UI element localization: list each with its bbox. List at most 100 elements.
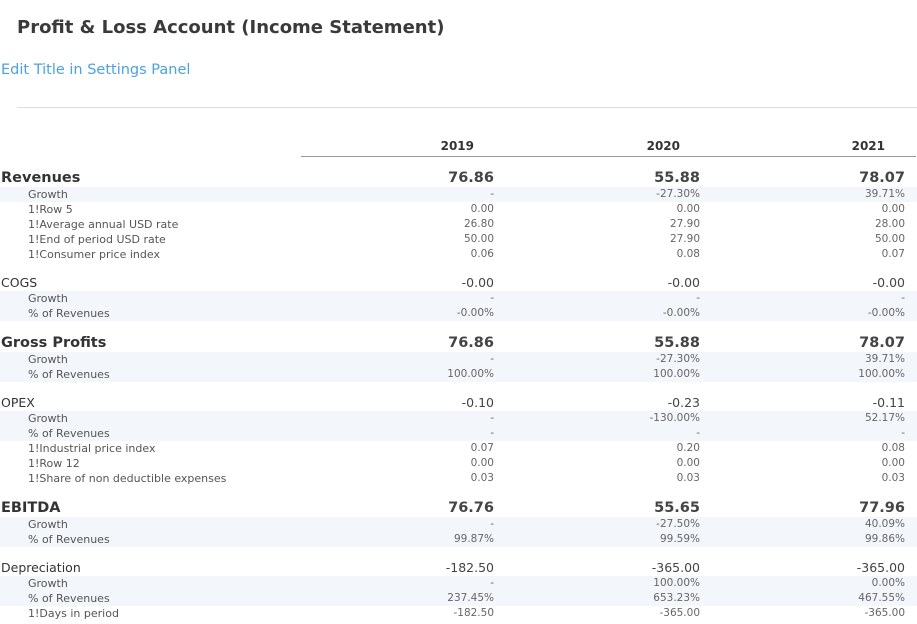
value-cell-2019: 0.03: [470, 472, 494, 484]
subrow-label: % of Revenues: [28, 368, 110, 381]
divider: [17, 107, 917, 108]
subrow-label: Growth: [28, 577, 68, 590]
table-section-row: COGS -0.00 -0.00 -0.00: [0, 275, 917, 291]
value-cell-2019: -182.50: [445, 560, 494, 575]
value-cell-2020: 0.00: [676, 203, 700, 215]
value-cell-2019: 100.00%: [447, 368, 494, 380]
table-subrow: 1!Row 5 0.00 0.00 0.00: [0, 202, 917, 217]
value-cell-2020: -0.00: [667, 275, 700, 290]
value-cell-2019: 99.87%: [453, 533, 494, 545]
value-cell-2021: 467.55%: [858, 592, 905, 604]
value-cell-2020: 653.23%: [653, 592, 700, 604]
value-cell-2020: -0.00%: [662, 307, 700, 319]
subrow-label: 1!Row 12: [28, 457, 80, 470]
section-label: Gross Profits: [1, 335, 107, 351]
table-subrow: % of Revenues 99.87% 99.59% 99.86%: [0, 532, 917, 547]
column-header-2019: 2019: [440, 139, 474, 153]
column-header-2020: 2020: [646, 139, 680, 153]
value-cell-2021: 100.00%: [858, 368, 905, 380]
table-subrow: 1!End of period USD rate 50.00 27.90 50.00: [0, 232, 917, 247]
subrow-label: % of Revenues: [28, 427, 110, 440]
value-cell-2019: 237.45%: [447, 592, 494, 604]
value-cell-2020: 55.88: [654, 335, 700, 351]
value-cell-2019: -: [490, 292, 494, 304]
value-cell-2021: 99.86%: [864, 533, 905, 545]
subrow-label: 1!Share of non deductible expenses: [28, 472, 227, 485]
value-cell-2021: 78.07: [859, 335, 905, 351]
section-label: Depreciation: [1, 560, 81, 575]
value-cell-2021: -: [901, 292, 905, 304]
value-cell-2019: -: [490, 427, 494, 439]
value-cell-2021: 0.07: [881, 248, 905, 260]
subrow-label: Growth: [28, 353, 68, 366]
table-subrow: 1!Days in period -182.50 -365.00 -365.00: [0, 606, 917, 621]
value-cell-2019: 76.86: [448, 170, 494, 186]
subrow-label: 1!Industrial price index: [28, 442, 156, 455]
value-cell-2021: 77.96: [859, 500, 905, 516]
value-cell-2021: 39.71%: [864, 188, 905, 200]
value-cell-2019: -: [490, 577, 494, 589]
value-cell-2021: 0.00%: [871, 577, 905, 589]
table-subrow: % of Revenues 100.00% 100.00% 100.00%: [0, 367, 917, 382]
value-cell-2020: -365.00: [651, 560, 700, 575]
value-cell-2021: 40.09%: [864, 518, 905, 530]
subrow-label: % of Revenues: [28, 307, 110, 320]
value-cell-2020: -130.00%: [649, 412, 700, 424]
value-cell-2021: -365.00: [856, 560, 905, 575]
value-cell-2020: 27.90: [669, 218, 700, 230]
value-cell-2021: 0.03: [881, 472, 905, 484]
subrow-label: Growth: [28, 412, 68, 425]
value-cell-2019: -0.00%: [456, 307, 494, 319]
header-divider: [301, 156, 916, 157]
value-cell-2021: 28.00: [874, 218, 905, 230]
table-subrow: Growth - -27.30% 39.71%: [0, 352, 917, 367]
table-subrow: 1!Row 12 0.00 0.00 0.00: [0, 456, 917, 471]
value-cell-2019: -: [490, 353, 494, 365]
table-subrow: Growth - -27.30% 39.71%: [0, 187, 917, 202]
table-subrow: Growth - -27.50% 40.09%: [0, 517, 917, 532]
section-label: EBITDA: [1, 500, 61, 516]
subrow-label: % of Revenues: [28, 533, 110, 546]
table-section-row: EBITDA 76.76 55.65 77.96: [0, 500, 917, 517]
value-cell-2020: 27.90: [669, 233, 700, 245]
value-cell-2021: 39.71%: [864, 353, 905, 365]
table-subrow: 1!Industrial price index 0.07 0.20 0.08: [0, 441, 917, 456]
value-cell-2019: 0.07: [470, 442, 494, 454]
table-subrow: 1!Consumer price index 0.06 0.08 0.07: [0, 247, 917, 262]
value-cell-2020: 0.20: [676, 442, 700, 454]
subrow-label: Growth: [28, 188, 68, 201]
page-title: Profit & Loss Account (Income Statement): [17, 17, 445, 38]
table-section-row: Revenues 76.86 55.88 78.07: [0, 170, 917, 187]
value-cell-2020: 55.88: [654, 170, 700, 186]
value-cell-2020: 100.00%: [653, 577, 700, 589]
value-cell-2019: 76.86: [448, 335, 494, 351]
table-subrow: % of Revenues -0.00% -0.00% -0.00%: [0, 306, 917, 321]
value-cell-2020: 0.00: [676, 457, 700, 469]
subrow-label: 1!Row 5: [28, 203, 73, 216]
table-section-row: Depreciation -182.50 -365.00 -365.00: [0, 560, 917, 576]
subrow-label: 1!End of period USD rate: [28, 233, 166, 246]
value-cell-2019: -182.50: [453, 607, 494, 619]
value-cell-2019: 50.00: [463, 233, 494, 245]
table-subrow: % of Revenues 237.45% 653.23% 467.55%: [0, 591, 917, 606]
value-cell-2019: 0.00: [470, 203, 494, 215]
section-label: Revenues: [1, 170, 81, 186]
section-label: COGS: [1, 275, 38, 290]
value-cell-2020: -: [696, 292, 700, 304]
value-cell-2019: -: [490, 188, 494, 200]
edit-title-link[interactable]: Edit Title in Settings Panel: [1, 62, 191, 78]
value-cell-2019: -: [490, 412, 494, 424]
subrow-label: Growth: [28, 518, 68, 531]
value-cell-2019: -0.00: [461, 275, 494, 290]
value-cell-2020: 0.03: [676, 472, 700, 484]
value-cell-2020: 0.08: [676, 248, 700, 260]
value-cell-2019: 26.80: [463, 218, 494, 230]
subrow-label: Growth: [28, 292, 68, 305]
value-cell-2021: 50.00: [874, 233, 905, 245]
column-header-row: 2019 2020 2021: [0, 139, 917, 157]
value-cell-2021: 0.08: [881, 442, 905, 454]
value-cell-2020: 100.00%: [653, 368, 700, 380]
subrow-label: 1!Consumer price index: [28, 248, 160, 261]
table-subrow: Growth - - -: [0, 291, 917, 306]
subrow-label: 1!Average annual USD rate: [28, 218, 179, 231]
